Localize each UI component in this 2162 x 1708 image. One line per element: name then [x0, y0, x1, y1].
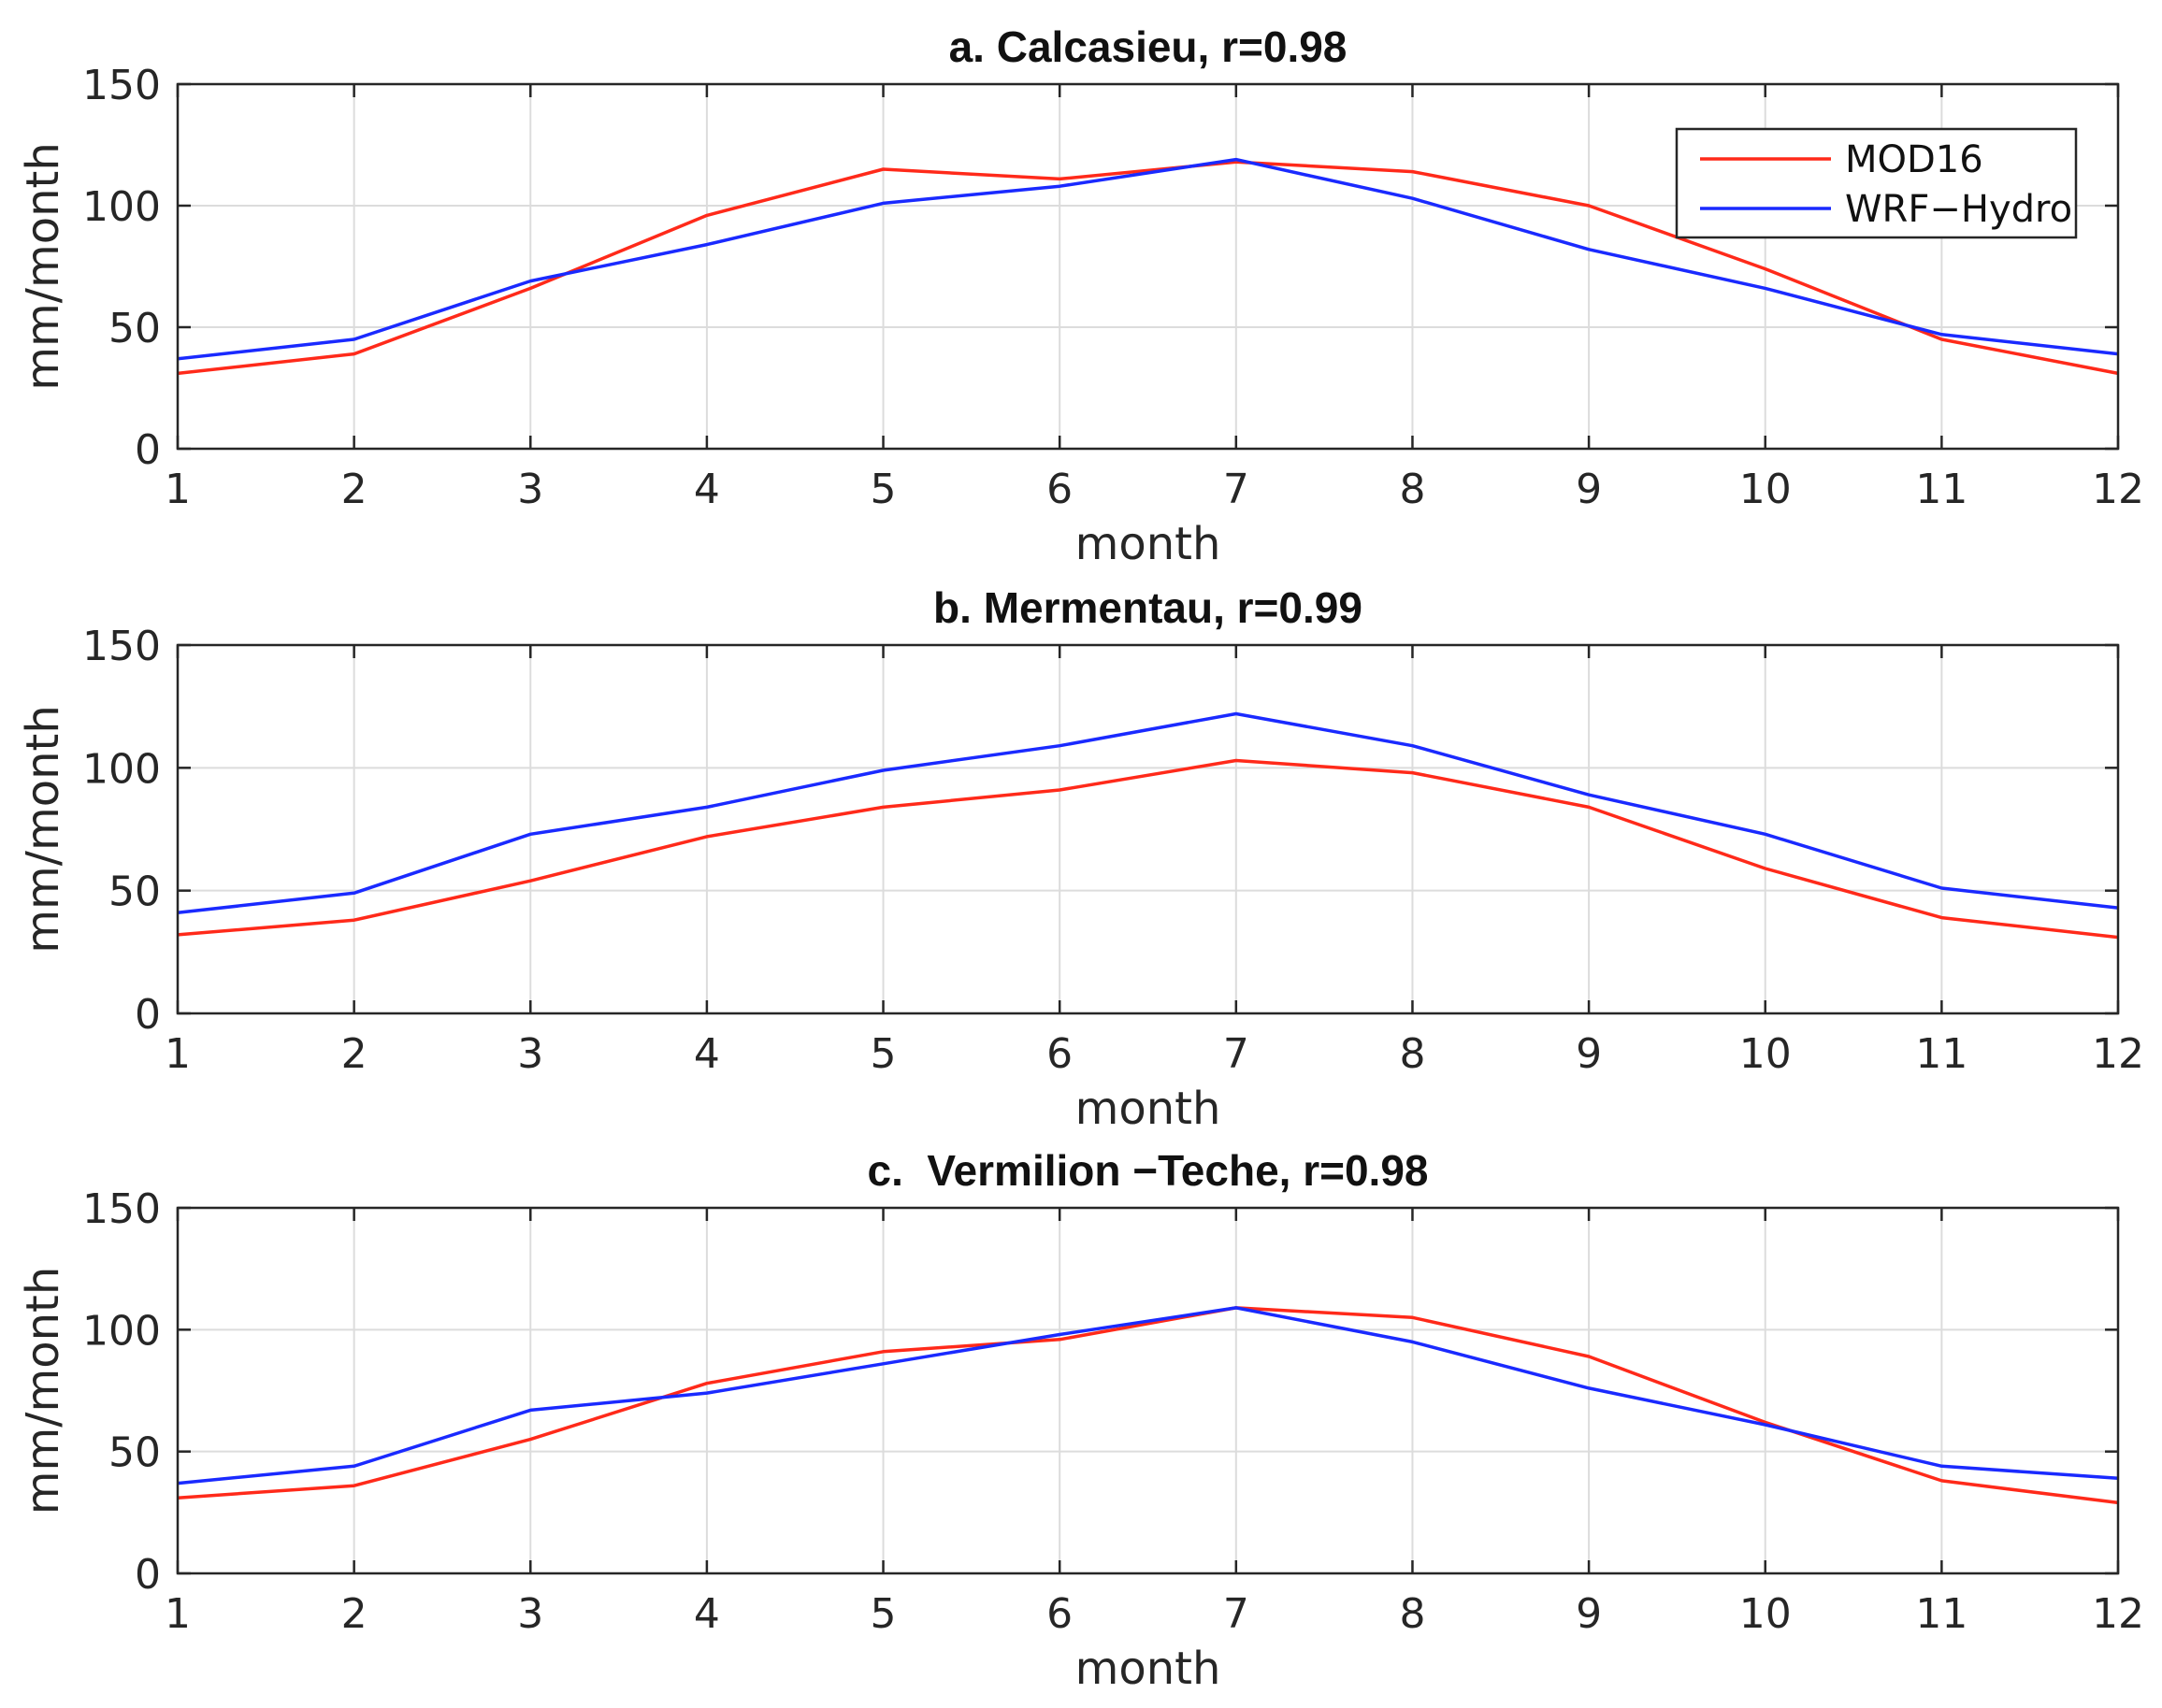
x-tick-label: 12: [2092, 1030, 2144, 1078]
mod16-line: [177, 160, 2119, 376]
x-tick-label: 2: [341, 1030, 368, 1078]
x-tick-label: 4: [694, 1030, 720, 1078]
x-tick-label: 10: [1739, 466, 1792, 513]
y-tick-label: 150: [82, 623, 161, 670]
x-tick-label: 8: [1399, 1030, 1425, 1078]
x-tick-label: 11: [1915, 466, 1967, 513]
x-tick-label: 10: [1739, 1590, 1792, 1638]
axes-frame: [176, 1206, 2120, 1575]
y-tick-label: 50: [108, 305, 161, 352]
y-tick-label: 150: [82, 62, 161, 109]
x-tick-label: 5: [871, 466, 897, 513]
legend-label-wrf-hydro: WRF−Hydro: [1845, 188, 2072, 231]
legend-label-mod16: MOD16: [1845, 138, 1983, 181]
x-tick-label: 4: [694, 466, 720, 513]
x-tick-label: 12: [2092, 1590, 2144, 1638]
x-tick-label: 7: [1223, 466, 1249, 513]
y-tick-label: 50: [108, 1429, 161, 1477]
x-tick-label: 7: [1223, 1030, 1249, 1078]
x-tick-label: 3: [517, 466, 543, 513]
wrf-hydro-line: [177, 157, 2119, 361]
x-tick-label: 8: [1399, 1590, 1425, 1638]
y-axis-label: mm/month: [17, 705, 69, 953]
x-tick-label: 1: [165, 1030, 191, 1078]
legend-box: [1675, 127, 2078, 239]
x-axis-label: month: [1075, 1083, 1221, 1135]
x-tick-label: 5: [871, 1590, 897, 1638]
x-tick-label: 9: [1576, 466, 1602, 513]
y-tick-label: 0: [135, 426, 161, 474]
mod16-line: [177, 758, 2119, 940]
y-tick-label: 100: [82, 1307, 161, 1355]
chart-title: b. Mermentau, r=0.99: [933, 583, 1362, 632]
x-tick-label: 7: [1223, 1590, 1249, 1638]
axes-frame: [176, 643, 2120, 1015]
x-tick-label: 2: [341, 466, 368, 513]
y-tick-label: 150: [82, 1185, 161, 1233]
x-tick-label: 1: [165, 1590, 191, 1638]
y-tick-label: 50: [108, 868, 161, 916]
wrf-hydro-line: [177, 711, 2119, 915]
x-axis-label: month: [1075, 518, 1221, 570]
x-tick-label: 3: [517, 1590, 543, 1638]
x-tick-label: 3: [517, 1030, 543, 1078]
x-tick-label: 4: [694, 1590, 720, 1638]
plot-area: [178, 1208, 2118, 1573]
x-tick-label: 1: [165, 466, 191, 513]
chart-title: a. Calcasieu, r=0.98: [949, 22, 1348, 71]
x-tick-label: 6: [1046, 1030, 1073, 1078]
legend: MOD16 WRF−Hydro: [1675, 127, 2078, 239]
x-tick-label: 9: [1576, 1030, 1602, 1078]
y-tick-label: 0: [135, 1551, 161, 1599]
x-tick-label: 11: [1915, 1030, 1967, 1078]
x-tick-label: 10: [1739, 1030, 1792, 1078]
x-tick-label: 2: [341, 1590, 368, 1638]
y-tick-label: 100: [82, 183, 161, 231]
y-tick-label: 100: [82, 745, 161, 793]
x-tick-label: 8: [1399, 466, 1425, 513]
y-axis-label: mm/month: [17, 1267, 69, 1514]
x-tick-label: 6: [1046, 1590, 1073, 1638]
x-axis-label: month: [1075, 1643, 1221, 1695]
x-tick-label: 5: [871, 1030, 897, 1078]
x-tick-label: 9: [1576, 1590, 1602, 1638]
y-axis-label: mm/month: [17, 142, 69, 390]
plot-area: [178, 645, 2118, 1013]
chart-title: c. Vermilion −Teche, r=0.98: [867, 1146, 1428, 1195]
axes-frame: [176, 82, 2120, 451]
x-tick-label: 12: [2092, 466, 2144, 513]
y-tick-label: 0: [135, 991, 161, 1039]
x-tick-label: 11: [1915, 1590, 1967, 1638]
wrf-hydro-line: [177, 1306, 2119, 1486]
x-tick-label: 6: [1046, 466, 1073, 513]
